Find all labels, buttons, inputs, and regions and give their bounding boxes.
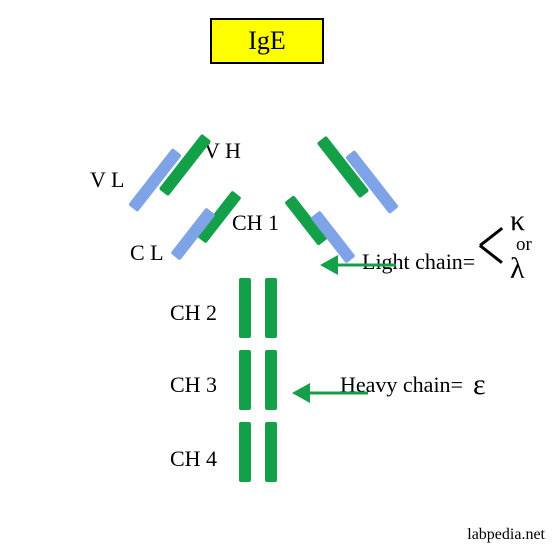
arrow-light-chain <box>320 255 398 275</box>
label-lambda: λ <box>510 252 525 286</box>
bracket-bottom <box>479 244 503 263</box>
credit-text: labpedia.net <box>467 526 545 544</box>
label-epsilon: ε <box>473 368 486 402</box>
title-text: IgE <box>248 26 286 56</box>
arrow-heavy-chain <box>292 383 370 403</box>
label-VL: V L <box>90 167 124 193</box>
bracket-top <box>479 227 503 246</box>
stem-ch4-right <box>265 422 277 482</box>
stem-ch4-left <box>239 422 251 482</box>
label-kappa: κ <box>510 204 525 238</box>
title-box: IgE <box>210 18 324 64</box>
arrow-light-chain-line <box>336 264 396 267</box>
stem-ch3-left <box>239 350 251 410</box>
label-CL: C L <box>130 240 164 266</box>
stem-ch2-left <box>239 278 251 338</box>
label-CH2: CH 2 <box>170 300 217 326</box>
label-CH4: CH 4 <box>170 446 217 472</box>
stem-ch2-right <box>265 278 277 338</box>
arrow-heavy-chain-line <box>308 392 368 395</box>
stem-ch3-right <box>265 350 277 410</box>
label-CH1: CH 1 <box>232 210 279 236</box>
label-CH3: CH 3 <box>170 372 217 398</box>
